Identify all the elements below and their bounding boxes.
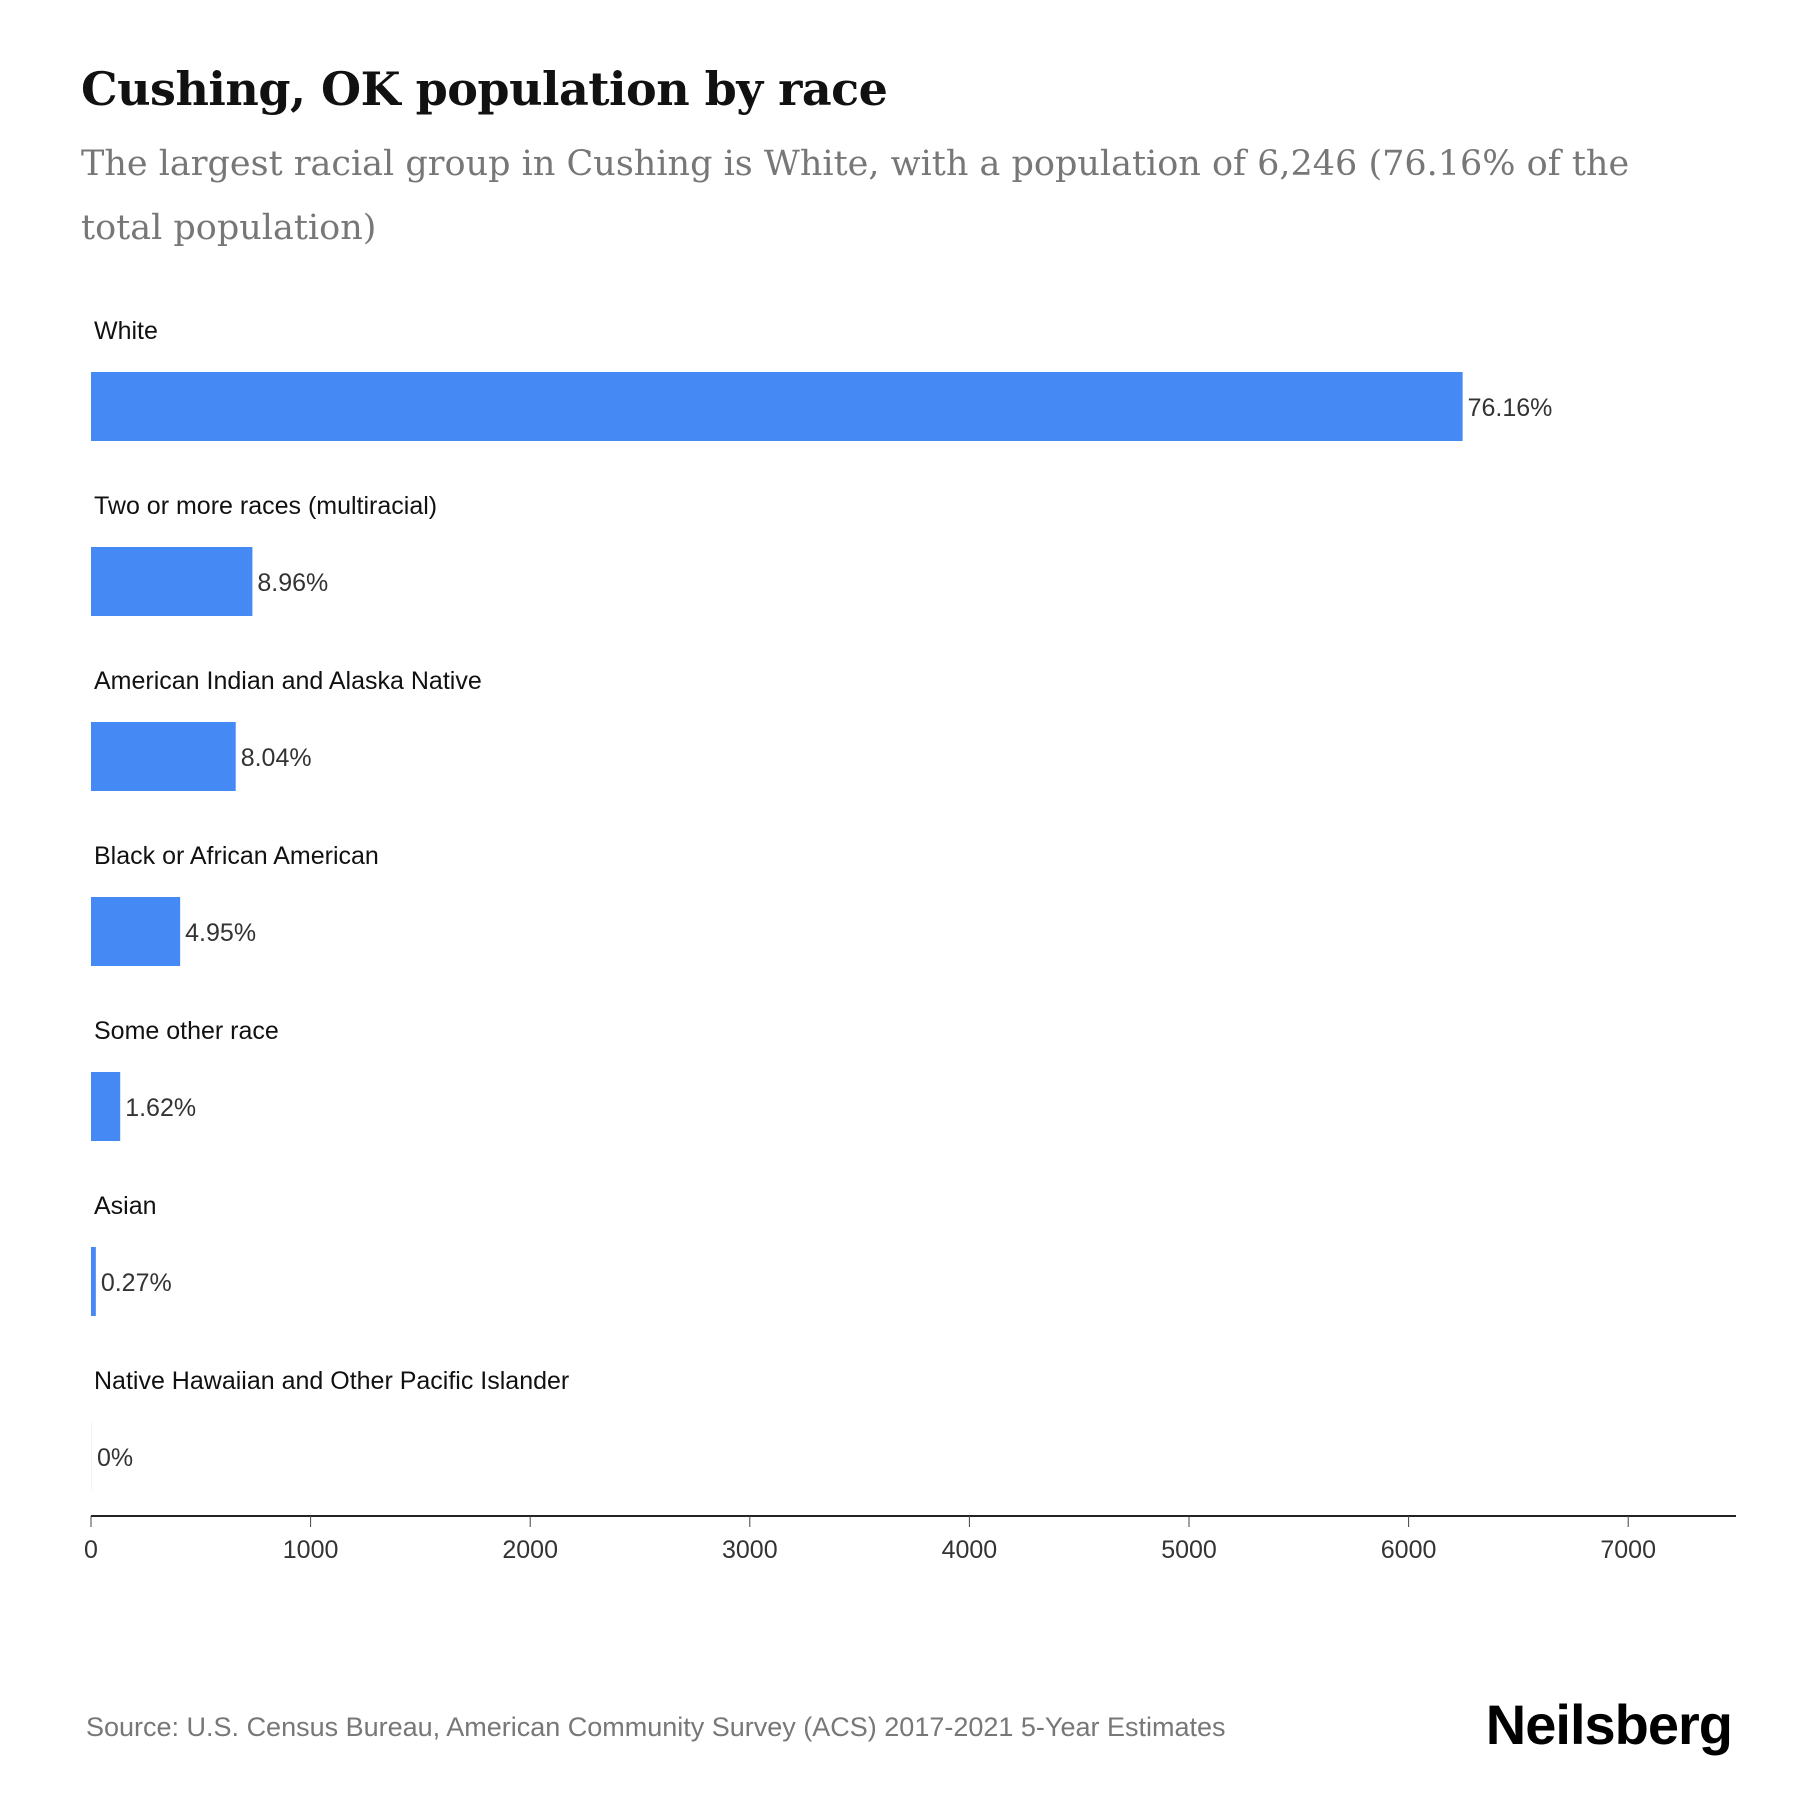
x-tick-label: 4000 (942, 1536, 998, 1564)
neilsberg-logo: Neilsberg (1485, 1693, 1733, 1756)
category-label: Asian (94, 1192, 157, 1220)
value-label: 76.16% (1468, 394, 1553, 422)
value-label: 0% (97, 1444, 133, 1472)
category-label: White (94, 317, 158, 345)
category-label: Native Hawaiian and Other Pacific Island… (94, 1367, 569, 1395)
x-tick-label: 5000 (1161, 1536, 1217, 1564)
category-label: Two or more races (multiracial) (94, 492, 437, 520)
x-tick-label: 2000 (502, 1536, 558, 1564)
value-label: 0.27% (101, 1269, 172, 1297)
bar (91, 1072, 121, 1141)
x-tick-label: 6000 (1381, 1536, 1437, 1564)
bar (91, 372, 1463, 441)
chart-title: Cushing, OK population by race (81, 62, 888, 116)
x-tick-label: 7000 (1600, 1536, 1656, 1564)
x-tick-label: 0 (84, 1536, 98, 1564)
x-tick-label: 3000 (722, 1536, 778, 1564)
bar (91, 1422, 92, 1491)
bar (91, 547, 253, 616)
bar (91, 722, 236, 791)
category-label: Black or African American (94, 842, 379, 870)
chart-subtitle: The largest racial group in Cushing is W… (81, 144, 1630, 248)
value-label: 4.95% (185, 919, 256, 947)
value-label: 1.62% (125, 1094, 196, 1122)
source-note: Source: U.S. Census Bureau, American Com… (86, 1712, 1226, 1742)
x-tick-label: 1000 (283, 1536, 339, 1564)
bar (91, 897, 181, 966)
value-label: 8.96% (257, 569, 328, 597)
category-label: Some other race (94, 1017, 279, 1045)
bar (91, 1247, 96, 1316)
value-label: 8.04% (241, 744, 312, 772)
category-label: American Indian and Alaska Native (94, 667, 482, 695)
